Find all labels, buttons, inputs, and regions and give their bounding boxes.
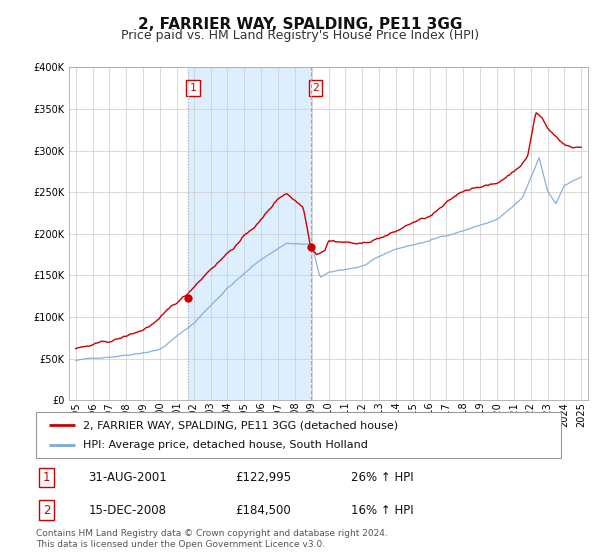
Text: 2, FARRIER WAY, SPALDING, PE11 3GG: 2, FARRIER WAY, SPALDING, PE11 3GG	[138, 17, 462, 32]
Text: £184,500: £184,500	[235, 503, 291, 516]
Text: 2: 2	[313, 83, 319, 93]
Bar	[188, 67, 311, 400]
Text: 26% ↑ HPI: 26% ↑ HPI	[351, 471, 413, 484]
Text: Contains HM Land Registry data © Crown copyright and database right 2024.
This d: Contains HM Land Registry data © Crown c…	[36, 529, 388, 549]
Text: 1: 1	[190, 83, 196, 93]
Text: HPI: Average price, detached house, South Holland: HPI: Average price, detached house, Sout…	[83, 440, 368, 450]
Text: 15-DEC-2008: 15-DEC-2008	[89, 503, 167, 516]
Text: £122,995: £122,995	[235, 471, 292, 484]
Text: 2, FARRIER WAY, SPALDING, PE11 3GG (detached house): 2, FARRIER WAY, SPALDING, PE11 3GG (deta…	[83, 420, 398, 430]
Text: Price paid vs. HM Land Registry's House Price Index (HPI): Price paid vs. HM Land Registry's House …	[121, 29, 479, 42]
Text: 2: 2	[43, 503, 50, 516]
Text: 1: 1	[43, 471, 50, 484]
Text: 31-AUG-2001: 31-AUG-2001	[89, 471, 167, 484]
Text: 16% ↑ HPI: 16% ↑ HPI	[351, 503, 413, 516]
